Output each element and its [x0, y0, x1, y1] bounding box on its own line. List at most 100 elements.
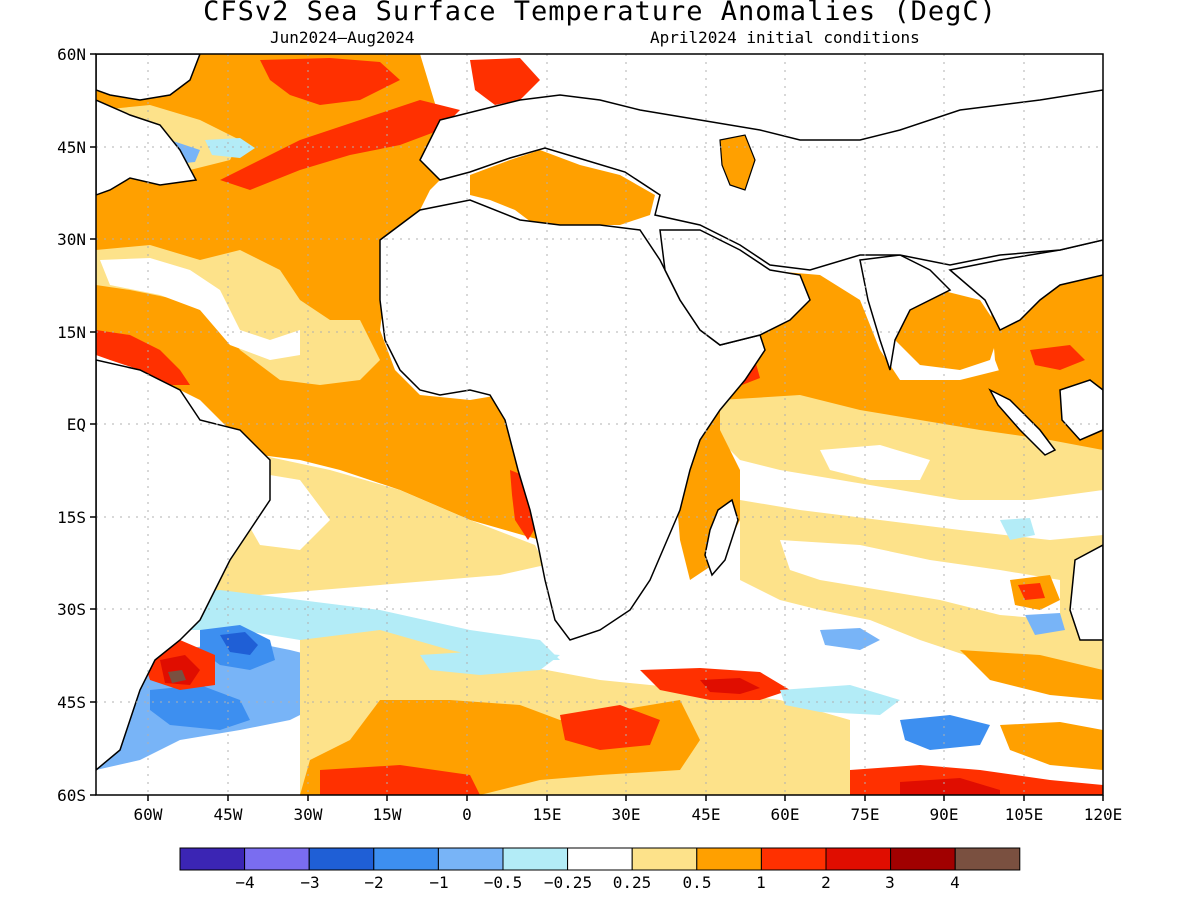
lon-label: 0: [462, 805, 472, 824]
lon-label: 30W: [294, 805, 323, 824]
s-indian-cool-4: [900, 715, 990, 750]
n-atlantic-warm-patch: [260, 58, 400, 105]
forecast-period: Jun2024–Aug2024: [270, 28, 415, 47]
colorbar-label: 4: [950, 873, 960, 892]
colorbar-swatch: [244, 847, 310, 871]
n-atlantic-warm: [96, 54, 540, 540]
colorbar-swatch: [760, 847, 827, 871]
mediterranean-warm: [470, 150, 655, 230]
colorbar-label: −0.5: [484, 873, 523, 892]
anomaly-field: [96, 54, 1103, 795]
colorbar: [179, 847, 1021, 871]
colorbar-swatch: [954, 847, 1021, 871]
s-indian-cool-2: [820, 628, 880, 650]
arabia-land: [659, 229, 811, 346]
maritime-strong-warm: [1030, 345, 1085, 370]
s-ocean-strong-warm-2: [560, 705, 660, 750]
borneo-land: [1059, 379, 1103, 441]
lat-label: 60N: [57, 45, 86, 64]
colorbar-label: 0.25: [613, 873, 652, 892]
greenland-land: [96, 54, 201, 101]
lon-label: 60E: [771, 805, 800, 824]
s-indian-cool-3: [1025, 613, 1065, 635]
s-atlantic-very-cool: [220, 632, 258, 655]
madagascar-land: [704, 498, 739, 577]
sumatra-land: [988, 388, 1057, 456]
s-indian-neutral: [780, 540, 1060, 620]
lon-label: 75E: [851, 805, 880, 824]
gulf-stream-warm: [220, 100, 460, 190]
europe-land: [419, 89, 1103, 271]
lat-label: 30N: [57, 230, 86, 249]
colorbar-label: −2: [364, 873, 383, 892]
lat-label: 45S: [57, 693, 86, 712]
lon-label: 105E: [1005, 805, 1044, 824]
lat-label: EQ: [67, 415, 86, 434]
colorbar-label: −1: [429, 873, 448, 892]
s-indian-warm-southern: [1000, 722, 1103, 770]
colorbar-label: −4: [235, 873, 254, 892]
colorbar-label: 1: [756, 873, 766, 892]
colorbar-label: 3: [885, 873, 895, 892]
colorbar-label: −0.25: [544, 873, 592, 892]
colorbar-label: 0.5: [683, 873, 712, 892]
axis-ticks: [90, 53, 1104, 801]
s-indian-strong-warm-spot: [1018, 583, 1045, 600]
s-atlantic-cool-band: [96, 590, 560, 660]
europe-warm: [470, 58, 540, 105]
falkland-extreme: [168, 670, 186, 683]
lon-label: 45W: [214, 805, 243, 824]
lon-label: 15E: [533, 805, 562, 824]
lat-label: 15N: [57, 323, 86, 342]
colorbar-swatch: [890, 847, 956, 871]
india-land: [859, 254, 952, 371]
colorbar-swatch: [373, 847, 439, 871]
colorbar-swatch: [825, 847, 892, 871]
graticule: [96, 54, 1103, 795]
colorbar-swatch: [696, 847, 762, 871]
colorbar-swatch: [567, 847, 633, 871]
lat-label: 45N: [57, 138, 86, 157]
s-america-land: [96, 359, 271, 771]
colorbar-swatch: [179, 847, 246, 871]
s-atlantic-cool-patch: [150, 685, 250, 730]
colorbar-swatch: [631, 847, 698, 871]
equatorial-io-neutral: [820, 445, 930, 480]
lon-labels: 60W 45W 30W 15W 0 15E 30E 45E 60E 75E 90…: [134, 805, 1123, 824]
caribbean-warm: [96, 330, 190, 385]
lat-label: 30S: [57, 600, 86, 619]
s-ocean-strong-warm: [320, 765, 480, 795]
lon-label: 30E: [612, 805, 641, 824]
colorbar-label: −3: [300, 873, 319, 892]
colorbar-swatch: [308, 847, 375, 871]
lat-label: 15S: [57, 508, 86, 527]
equatorial-io-mild: [720, 395, 1103, 500]
colorbar-swatch: [437, 847, 504, 871]
bay-of-bengal-warm: [895, 290, 1000, 370]
se-asia-land: [948, 239, 1103, 332]
colorbar-labels: −4 −3 −2 −1 −0.5 −0.25 0.25 0.5 1 2 3 4: [235, 873, 959, 892]
caspian-sea: [719, 134, 756, 191]
lon-label: 15W: [373, 805, 402, 824]
initial-conditions: April2024 initial conditions: [650, 28, 920, 47]
labrador-cool-2: [205, 138, 255, 158]
s-indian-warm-band: [960, 650, 1103, 700]
s-indian-cool: [1000, 518, 1035, 540]
lon-label: 60W: [134, 805, 163, 824]
map-title: CFSv2 Sea Surface Temperature Anomalies …: [203, 0, 997, 27]
s-ocean-hot-band: [700, 678, 760, 694]
colorbar-label: 2: [821, 873, 831, 892]
s-ocean-cool-band: [420, 650, 560, 675]
africa-land: [379, 199, 766, 641]
australia-land: [1069, 544, 1103, 641]
lon-label: 45E: [692, 805, 721, 824]
colorbar-swatch: [502, 847, 569, 871]
n-atlantic-neutral: [100, 258, 300, 360]
s-indian-cool-band: [780, 685, 900, 715]
lon-label: 90E: [930, 805, 959, 824]
s-indian-hot: [900, 778, 1000, 795]
lon-label: 120E: [1084, 805, 1123, 824]
lat-label: 60S: [57, 786, 86, 805]
lat-labels: 60N 45N 30N 15N EQ 15S 30S 45S 60S: [57, 45, 86, 805]
